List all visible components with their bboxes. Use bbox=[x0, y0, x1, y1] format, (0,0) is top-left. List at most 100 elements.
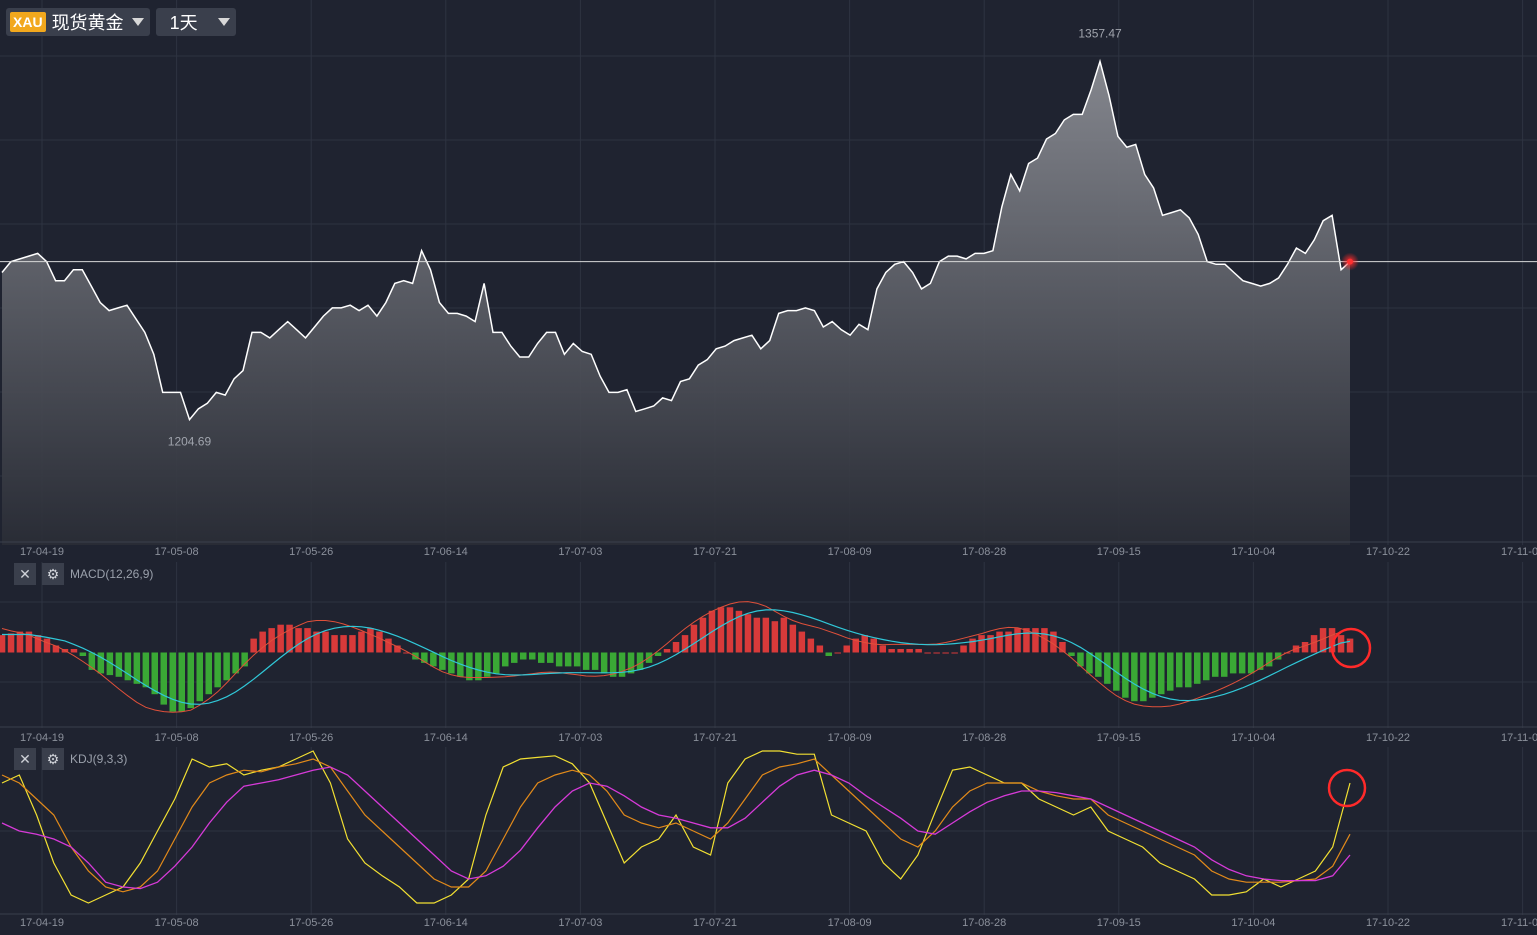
macd-bar bbox=[1337, 635, 1345, 653]
macd-bar bbox=[349, 635, 356, 653]
kdj-chart[interactable]: 17-04-19 17-05-08 17-05-26 17-06-14 17-07-03… bbox=[0, 747, 1537, 935]
macd-bar bbox=[672, 642, 680, 653]
macd-bar bbox=[861, 635, 868, 653]
macd-bar bbox=[906, 649, 913, 653]
x-tick-label: 17-06-14 bbox=[424, 732, 468, 744]
macd-bar bbox=[322, 631, 329, 653]
chevron-down-icon bbox=[131, 18, 144, 26]
x-axis: 17-04-19 17-05-08 17-05-26 17-06-14 17-07-03… bbox=[0, 913, 1537, 929]
macd-bar bbox=[681, 635, 689, 653]
macd-bar bbox=[430, 652, 437, 667]
x-tick-label: 17-05-26 bbox=[289, 732, 333, 744]
macd-bar bbox=[466, 652, 473, 681]
price-area bbox=[2, 61, 1350, 546]
macd-bar bbox=[1221, 652, 1228, 677]
macd-bar bbox=[879, 645, 886, 653]
macd-bar bbox=[1041, 628, 1048, 653]
x-tick-label: 17-10-22 bbox=[1366, 732, 1410, 744]
x-tick-label: 17-10-04 bbox=[1231, 732, 1275, 744]
macd-bar bbox=[187, 652, 194, 709]
macd-bar bbox=[744, 614, 752, 653]
macd-bar bbox=[178, 652, 185, 712]
macd-chart[interactable]: 17-04-19 17-05-08 17-05-26 17-06-14 17-07-03… bbox=[0, 562, 1537, 746]
kdj-header: ✕ ⚙ KDJ(9,3,3) bbox=[14, 748, 127, 770]
macd-bar bbox=[897, 649, 904, 653]
macd-bar bbox=[304, 628, 311, 653]
x-tick-label: 17-08-28 bbox=[962, 732, 1006, 744]
x-tick-label: 17-05-08 bbox=[155, 917, 199, 929]
macd-bar bbox=[807, 638, 815, 653]
x-tick-label: 17-11-09 bbox=[1501, 917, 1537, 929]
macd-bar bbox=[484, 652, 491, 677]
macd-bar bbox=[16, 631, 24, 653]
macd-bar bbox=[43, 638, 51, 653]
macd-bar bbox=[816, 645, 824, 653]
macd-bar bbox=[924, 652, 931, 654]
macd-bar bbox=[52, 645, 60, 653]
timeframe-selector[interactable]: 1天 bbox=[155, 8, 236, 36]
macd-bar bbox=[753, 617, 761, 653]
macd-bar bbox=[70, 649, 78, 653]
x-tick-label: 17-08-28 bbox=[962, 917, 1006, 929]
macd-header: ✕ ⚙ MACD(12,26,9) bbox=[14, 563, 153, 585]
grid bbox=[0, 562, 1537, 728]
gear-icon[interactable]: ⚙ bbox=[42, 563, 64, 585]
macd-bar bbox=[1238, 652, 1246, 674]
close-icon[interactable]: ✕ bbox=[14, 563, 36, 585]
macd-bar bbox=[7, 633, 15, 653]
macd-bar bbox=[888, 649, 895, 653]
macd-bar bbox=[1185, 652, 1192, 688]
macd-bar bbox=[582, 652, 590, 670]
macd-bar bbox=[987, 635, 994, 653]
macd-bar bbox=[1203, 652, 1210, 681]
macd-bar bbox=[259, 631, 266, 653]
macd-bar bbox=[1104, 652, 1111, 684]
kdj-label: KDJ(9,3,3) bbox=[70, 752, 128, 766]
macd-bar bbox=[124, 652, 132, 681]
macd-bar bbox=[1310, 635, 1318, 653]
macd-bar bbox=[1176, 652, 1183, 688]
macd-bar bbox=[115, 652, 123, 677]
timeframe-label: 1天 bbox=[169, 13, 198, 33]
x-tick-label: 17-06-14 bbox=[424, 546, 468, 558]
gear-icon[interactable]: ⚙ bbox=[42, 748, 64, 770]
macd-bar bbox=[340, 635, 347, 653]
macd-bar bbox=[564, 652, 572, 667]
macd-bar bbox=[1328, 628, 1336, 653]
macd-bar bbox=[25, 631, 33, 653]
k-line bbox=[1, 758, 1351, 893]
macd-bar bbox=[717, 607, 725, 653]
macd-bar bbox=[591, 652, 599, 670]
price-chart[interactable]: 1357.47 1204.69 17-04-19 17-05-08 17-05-26… bbox=[0, 0, 1537, 560]
macd-bar bbox=[1077, 652, 1084, 667]
close-icon[interactable]: ✕ bbox=[14, 748, 36, 770]
macd-bar bbox=[448, 652, 455, 674]
macd-bar bbox=[1005, 631, 1012, 653]
x-tick-label: 17-05-26 bbox=[289, 546, 333, 558]
x-tick-label: 17-07-03 bbox=[558, 732, 602, 744]
macd-bar bbox=[951, 652, 958, 654]
x-tick-label: 17-07-03 bbox=[558, 546, 602, 558]
macd-bar bbox=[502, 652, 509, 667]
symbol-selector[interactable]: XAU 现货黄金 bbox=[6, 8, 150, 36]
macd-bar bbox=[313, 631, 320, 653]
macd-bar bbox=[1265, 652, 1273, 667]
macd-bar bbox=[1194, 652, 1201, 684]
macd-bar bbox=[762, 617, 770, 653]
macd-bar bbox=[1086, 652, 1093, 674]
macd-bar bbox=[385, 638, 392, 653]
macd-bar bbox=[789, 624, 797, 653]
macd-bar bbox=[331, 635, 338, 653]
x-tick-label: 17-09-15 bbox=[1097, 917, 1141, 929]
macd-bar bbox=[1247, 652, 1255, 674]
macd-label: MACD(12,26,9) bbox=[70, 567, 154, 581]
x-tick-label: 17-04-19 bbox=[20, 917, 64, 929]
macd-bar bbox=[421, 652, 428, 663]
x-axis: 17-04-19 17-05-08 17-05-26 17-06-14 17-07-03… bbox=[0, 541, 1537, 558]
x-axis: 17-04-19 17-05-08 17-05-26 17-06-14 17-07-03… bbox=[0, 726, 1537, 744]
macd-bar bbox=[160, 652, 167, 705]
macd-bar bbox=[34, 635, 42, 653]
macd-bar bbox=[825, 652, 832, 656]
chevron-down-icon bbox=[217, 18, 230, 26]
toolbar: XAU 现货黄金 1天 bbox=[6, 8, 236, 36]
